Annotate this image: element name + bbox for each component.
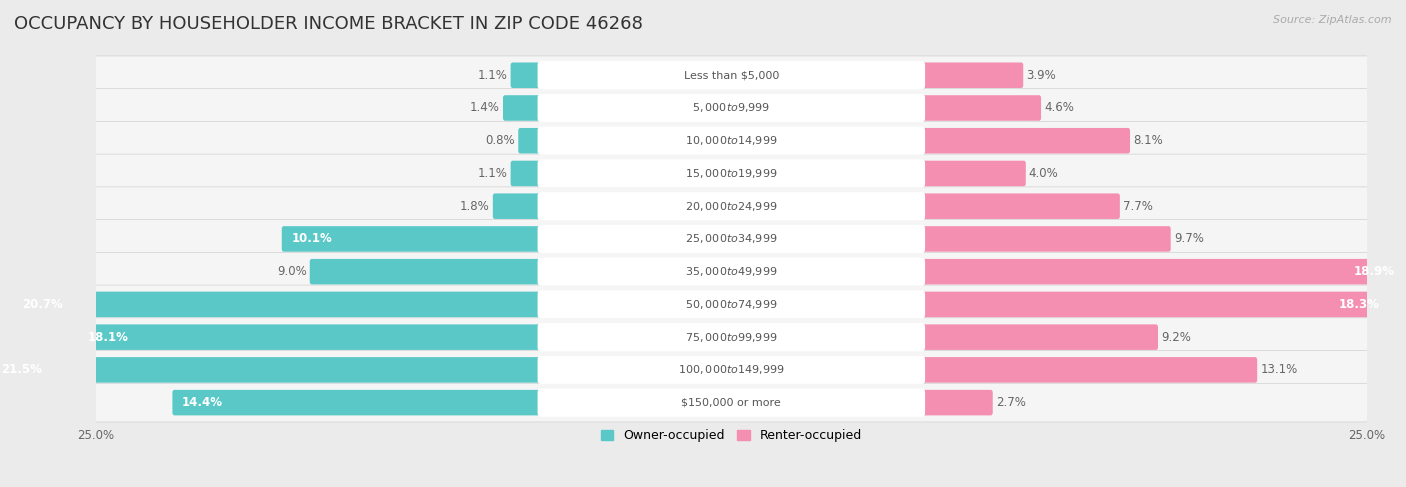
Text: 1.4%: 1.4% bbox=[470, 101, 501, 114]
Text: $100,000 to $149,999: $100,000 to $149,999 bbox=[678, 363, 785, 376]
FancyBboxPatch shape bbox=[537, 356, 925, 384]
Text: 0.8%: 0.8% bbox=[485, 134, 515, 147]
FancyBboxPatch shape bbox=[91, 121, 1371, 160]
FancyBboxPatch shape bbox=[920, 95, 1040, 121]
FancyBboxPatch shape bbox=[510, 161, 543, 186]
Text: $25,000 to $34,999: $25,000 to $34,999 bbox=[685, 232, 778, 245]
FancyBboxPatch shape bbox=[510, 62, 543, 88]
FancyBboxPatch shape bbox=[920, 357, 1257, 383]
Text: 8.1%: 8.1% bbox=[1133, 134, 1163, 147]
Text: 13.1%: 13.1% bbox=[1260, 363, 1298, 376]
Text: $5,000 to $9,999: $5,000 to $9,999 bbox=[692, 101, 770, 114]
FancyBboxPatch shape bbox=[537, 323, 925, 351]
FancyBboxPatch shape bbox=[920, 193, 1119, 219]
Text: $75,000 to $99,999: $75,000 to $99,999 bbox=[685, 331, 778, 344]
FancyBboxPatch shape bbox=[91, 154, 1371, 193]
FancyBboxPatch shape bbox=[494, 193, 543, 219]
FancyBboxPatch shape bbox=[920, 62, 1024, 88]
Text: 1.1%: 1.1% bbox=[478, 69, 508, 82]
Text: 2.7%: 2.7% bbox=[995, 396, 1025, 409]
Text: 10.1%: 10.1% bbox=[291, 232, 332, 245]
FancyBboxPatch shape bbox=[920, 324, 1159, 350]
FancyBboxPatch shape bbox=[79, 324, 543, 350]
FancyBboxPatch shape bbox=[91, 383, 1371, 422]
Text: 18.1%: 18.1% bbox=[89, 331, 129, 344]
Text: Less than $5,000: Less than $5,000 bbox=[683, 70, 779, 80]
FancyBboxPatch shape bbox=[13, 292, 543, 317]
Text: 9.0%: 9.0% bbox=[277, 265, 307, 278]
FancyBboxPatch shape bbox=[173, 390, 543, 415]
Text: $150,000 or more: $150,000 or more bbox=[682, 397, 782, 408]
Text: $15,000 to $19,999: $15,000 to $19,999 bbox=[685, 167, 778, 180]
FancyBboxPatch shape bbox=[91, 318, 1371, 356]
Text: $20,000 to $24,999: $20,000 to $24,999 bbox=[685, 200, 778, 213]
FancyBboxPatch shape bbox=[309, 259, 543, 284]
FancyBboxPatch shape bbox=[920, 292, 1389, 317]
FancyBboxPatch shape bbox=[537, 127, 925, 155]
FancyBboxPatch shape bbox=[91, 351, 1371, 389]
FancyBboxPatch shape bbox=[91, 220, 1371, 258]
Text: 9.7%: 9.7% bbox=[1174, 232, 1204, 245]
Text: 20.7%: 20.7% bbox=[22, 298, 63, 311]
FancyBboxPatch shape bbox=[537, 159, 925, 187]
Text: 4.0%: 4.0% bbox=[1029, 167, 1059, 180]
FancyBboxPatch shape bbox=[537, 290, 925, 318]
FancyBboxPatch shape bbox=[537, 225, 925, 253]
FancyBboxPatch shape bbox=[0, 357, 543, 383]
Text: 3.9%: 3.9% bbox=[1026, 69, 1056, 82]
Text: 14.4%: 14.4% bbox=[183, 396, 224, 409]
Text: $10,000 to $14,999: $10,000 to $14,999 bbox=[685, 134, 778, 147]
FancyBboxPatch shape bbox=[537, 192, 925, 220]
Text: OCCUPANCY BY HOUSEHOLDER INCOME BRACKET IN ZIP CODE 46268: OCCUPANCY BY HOUSEHOLDER INCOME BRACKET … bbox=[14, 15, 643, 33]
FancyBboxPatch shape bbox=[281, 226, 543, 252]
FancyBboxPatch shape bbox=[920, 128, 1130, 153]
Text: $50,000 to $74,999: $50,000 to $74,999 bbox=[685, 298, 778, 311]
FancyBboxPatch shape bbox=[920, 390, 993, 415]
FancyBboxPatch shape bbox=[920, 161, 1026, 186]
FancyBboxPatch shape bbox=[537, 94, 925, 122]
FancyBboxPatch shape bbox=[920, 259, 1405, 284]
Text: 7.7%: 7.7% bbox=[1123, 200, 1153, 213]
Legend: Owner-occupied, Renter-occupied: Owner-occupied, Renter-occupied bbox=[596, 424, 868, 447]
FancyBboxPatch shape bbox=[91, 252, 1371, 291]
FancyBboxPatch shape bbox=[91, 187, 1371, 225]
FancyBboxPatch shape bbox=[519, 128, 543, 153]
FancyBboxPatch shape bbox=[91, 56, 1371, 94]
Text: $35,000 to $49,999: $35,000 to $49,999 bbox=[685, 265, 778, 278]
Text: 18.9%: 18.9% bbox=[1354, 265, 1395, 278]
FancyBboxPatch shape bbox=[920, 226, 1171, 252]
Text: 1.8%: 1.8% bbox=[460, 200, 489, 213]
FancyBboxPatch shape bbox=[91, 285, 1371, 324]
FancyBboxPatch shape bbox=[537, 389, 925, 417]
Text: 9.2%: 9.2% bbox=[1161, 331, 1191, 344]
FancyBboxPatch shape bbox=[503, 95, 543, 121]
Text: Source: ZipAtlas.com: Source: ZipAtlas.com bbox=[1274, 15, 1392, 25]
FancyBboxPatch shape bbox=[91, 89, 1371, 127]
Text: 1.1%: 1.1% bbox=[478, 167, 508, 180]
FancyBboxPatch shape bbox=[537, 258, 925, 286]
Text: 4.6%: 4.6% bbox=[1045, 101, 1074, 114]
Text: 18.3%: 18.3% bbox=[1339, 298, 1379, 311]
FancyBboxPatch shape bbox=[537, 61, 925, 89]
Text: 21.5%: 21.5% bbox=[1, 363, 42, 376]
